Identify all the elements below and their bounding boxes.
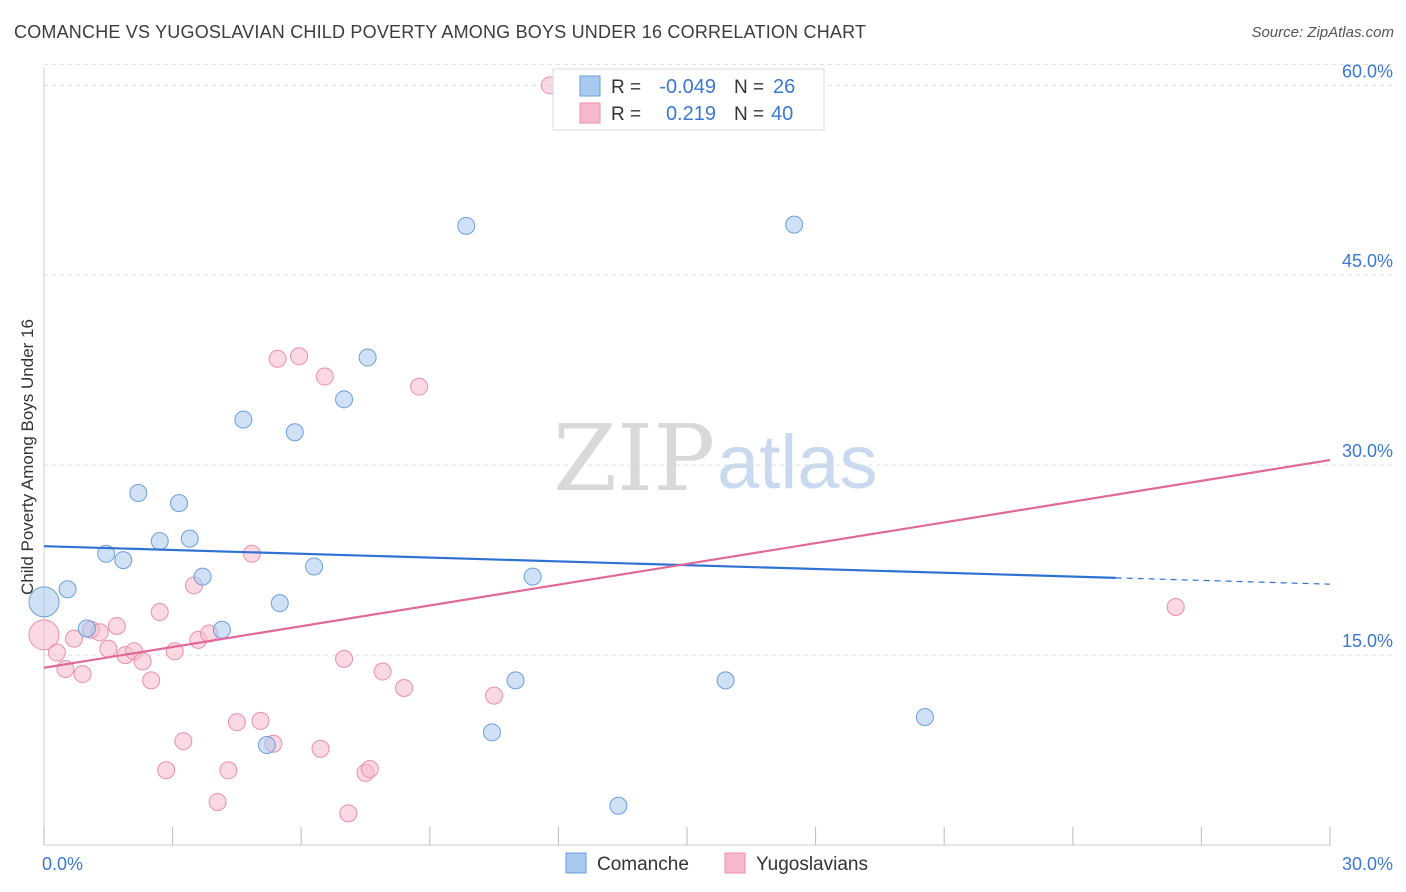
watermark-zip: ZIP — [553, 405, 715, 512]
point-comanche-6 — [150, 532, 169, 551]
point-comanche-17 — [358, 348, 377, 367]
legend-n-label-1: N = — [734, 77, 764, 98]
point-yugoslavians-1 — [47, 643, 66, 662]
point-comanche-18 — [457, 216, 476, 235]
legend-r-value-1: -0.049 — [659, 76, 716, 98]
point-comanche-1 — [58, 580, 77, 599]
point-yugoslavians-35 — [395, 679, 414, 697]
legend-n-value-1: 26 — [773, 76, 795, 98]
legend-n-value-2: 40 — [771, 103, 793, 125]
point-yugoslavians-36 — [410, 377, 429, 396]
watermark-atlas: atlas — [717, 420, 878, 505]
trend-line-comanche — [43, 545, 1116, 579]
point-comanche-4 — [114, 551, 133, 570]
y-tick-label-2: 45.0% — [1342, 251, 1393, 271]
point-yugoslavians-37 — [485, 686, 504, 705]
point-comanche-14 — [285, 423, 304, 442]
point-yugoslavians-8 — [107, 616, 126, 635]
chart-title: COMANCHE VS YUGOSLAVIAN CHILD POVERTY AM… — [14, 22, 867, 42]
point-yugoslavians-7 — [99, 639, 118, 658]
legend-swatch-yugoslavians — [579, 102, 601, 124]
legend-r-label-2: R = — [611, 104, 641, 125]
point-yugoslavians-28 — [311, 739, 330, 758]
series-label-comanche: Comanche — [597, 854, 689, 875]
point-comanche-13 — [270, 594, 289, 613]
point-yugoslavians-30 — [335, 649, 354, 668]
point-yugoslavians-3 — [65, 629, 84, 648]
point-comanche-2 — [77, 619, 96, 638]
point-comanche-3 — [97, 544, 116, 563]
legend-n-label-2: N = — [734, 104, 764, 125]
point-yugoslavians-39 — [1166, 597, 1185, 616]
legend-r-value-2: 0.219 — [666, 103, 716, 125]
y-tick-label-1: 30.0% — [1342, 441, 1393, 461]
point-yugoslavians-11 — [133, 652, 152, 671]
point-comanche-24 — [785, 215, 804, 234]
legend-swatch-comanche — [579, 75, 601, 97]
trend-lines — [43, 459, 1331, 669]
trend-line-yugoslavians — [43, 459, 1331, 669]
x-tick-labels: 0.0% 30.0% — [42, 854, 1393, 874]
point-yugoslavians-13 — [150, 603, 169, 622]
point-comanche-7 — [170, 494, 189, 513]
point-yugoslavians-27 — [290, 347, 309, 366]
point-comanche-23 — [716, 671, 735, 690]
y-tick-labels: 15.0% 30.0% 45.0% 60.0% — [1342, 61, 1393, 651]
point-yugoslavians-31 — [339, 804, 358, 823]
x-tick-label-1: 30.0% — [1342, 854, 1393, 874]
point-comanche-21 — [523, 567, 542, 586]
point-yugoslavians-29 — [315, 367, 334, 386]
point-yugoslavians-16 — [174, 732, 193, 751]
point-yugoslavians-34 — [373, 662, 392, 681]
point-comanche-15 — [305, 557, 324, 576]
point-comanche-0 — [28, 586, 60, 618]
point-yugoslavians-21 — [219, 761, 238, 780]
point-yugoslavians-22 — [227, 713, 246, 732]
series-label-yugoslavians: Yugoslavians — [756, 854, 868, 875]
point-comanche-19 — [482, 723, 501, 742]
point-comanche-10 — [212, 620, 231, 639]
correlation-legend: R = -0.049 N = 26 R = 0.219 N = 40 — [552, 68, 825, 131]
source-credit: Source: ZipAtlas.com — [1251, 24, 1394, 41]
y-tick-label-3: 60.0% — [1342, 61, 1393, 81]
point-comanche-9 — [193, 567, 212, 586]
point-comanche-12 — [257, 735, 276, 754]
y-tick-label-0: 15.0% — [1342, 631, 1393, 651]
point-comanche-5 — [129, 484, 148, 503]
point-comanche-8 — [180, 529, 199, 548]
point-yugoslavians-24 — [251, 711, 270, 730]
point-comanche-16 — [335, 390, 354, 409]
series-legend: Comanche Yugoslavians — [565, 852, 868, 875]
point-yugoslavians-33 — [360, 760, 379, 779]
series-swatch-yugoslavians — [724, 852, 746, 874]
data-points — [28, 76, 1185, 823]
point-comanche-25 — [915, 708, 934, 727]
point-comanche-11 — [234, 410, 253, 429]
point-yugoslavians-14 — [157, 761, 176, 780]
point-yugoslavians-0 — [28, 619, 60, 651]
point-comanche-20 — [506, 671, 525, 690]
point-yugoslavians-26 — [268, 349, 287, 368]
trend-line-comanche-extension — [1115, 577, 1331, 585]
y-axis-label: Child Poverty Among Boys Under 16 — [18, 319, 37, 595]
point-yugoslavians-4 — [73, 665, 92, 684]
point-yugoslavians-12 — [142, 671, 161, 690]
point-yugoslavians-20 — [208, 792, 227, 811]
legend-r-label-1: R = — [611, 77, 641, 98]
x-tick-label-0: 0.0% — [42, 854, 83, 874]
series-swatch-comanche — [565, 852, 587, 874]
point-comanche-22 — [609, 796, 628, 815]
x-tick-marks — [43, 827, 1331, 845]
point-yugoslavians-23 — [242, 544, 261, 563]
